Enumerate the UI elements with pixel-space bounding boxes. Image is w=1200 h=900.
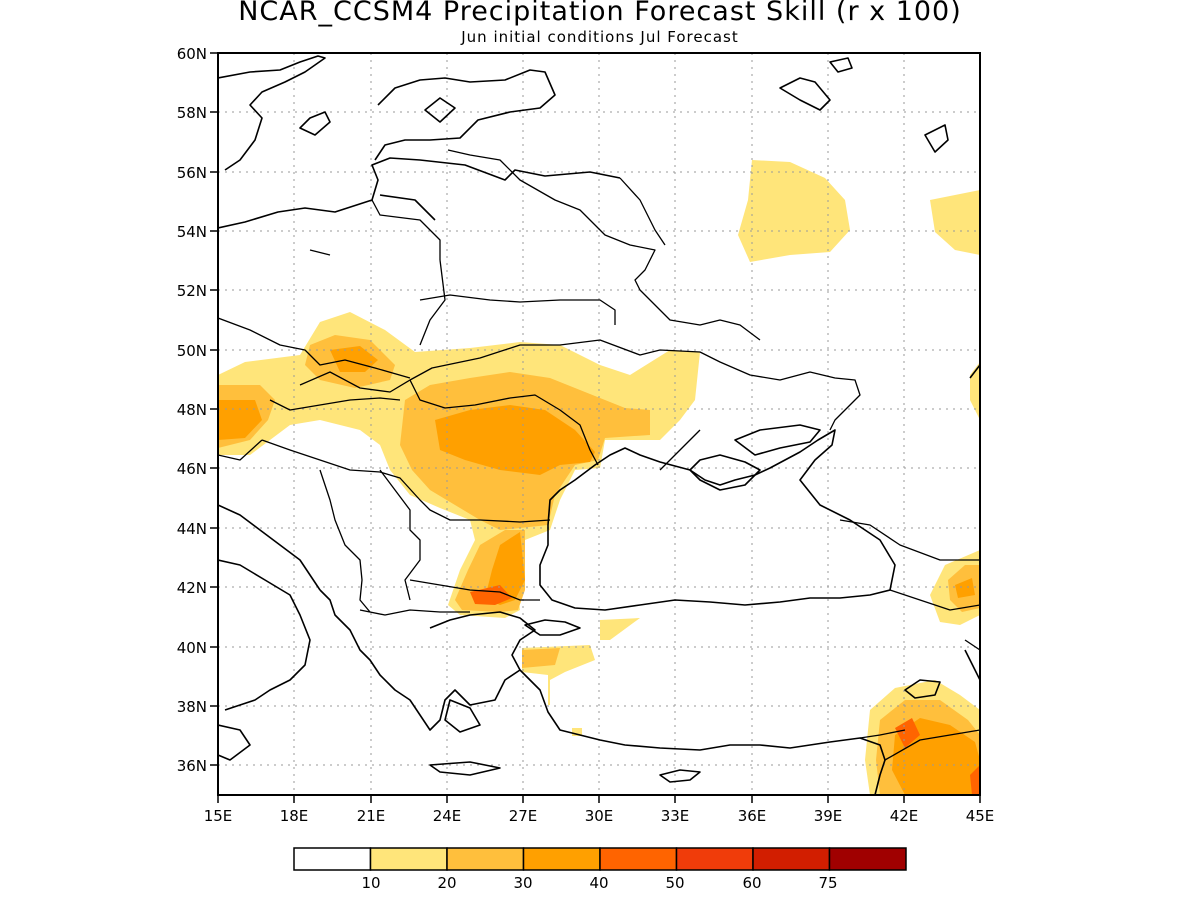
skill-region-caucasus-core	[955, 578, 975, 598]
lat-label: 48N	[177, 401, 207, 419]
lon-label: 21E	[357, 807, 386, 825]
lon-label: 39E	[814, 807, 843, 825]
colorbar-label: 60	[742, 874, 761, 892]
colorbar-box	[293, 847, 372, 871]
colorbar-labels: 10 20 30 40 50 60 75	[361, 874, 837, 892]
lat-label: 40N	[177, 639, 207, 657]
skill-region-e-edge-light	[970, 362, 980, 420]
lon-label: 45E	[966, 807, 995, 825]
lat-label: 60N	[177, 45, 207, 63]
lon-label: 27E	[509, 807, 538, 825]
lon-label: 24E	[433, 807, 462, 825]
colorbar	[293, 847, 907, 871]
skill-region-romania-mid	[218, 335, 650, 612]
colorbar-label: 30	[513, 874, 532, 892]
lon-label: 18E	[280, 807, 309, 825]
colorbar-label: 75	[818, 874, 837, 892]
lat-label: 44N	[177, 520, 207, 538]
lat-label: 58N	[177, 104, 207, 122]
axis-ticks	[210, 52, 981, 803]
skill-region-russia-light	[738, 160, 850, 262]
lon-label: 42E	[890, 807, 919, 825]
colorbar-box	[522, 847, 601, 871]
colorbar-label: 20	[437, 874, 456, 892]
lat-label: 54N	[177, 223, 207, 241]
lon-label: 33E	[661, 807, 690, 825]
country-borders	[218, 149, 980, 761]
lat-label: 56N	[177, 164, 207, 182]
chart-title: NCAR_CCSM4 Precipitation Forecast Skill …	[238, 0, 962, 27]
chart-subtitle: Jun initial conditions Jul Forecast	[461, 28, 739, 46]
skill-region-ne-light	[930, 190, 980, 255]
skill-region-aegean-light	[522, 618, 640, 736]
lat-label: 52N	[177, 282, 207, 300]
colorbar-label: 10	[361, 874, 380, 892]
lon-label: 15E	[204, 807, 233, 825]
colorbar-label: 50	[665, 874, 684, 892]
colorbar-box	[599, 847, 678, 871]
lat-label: 46N	[177, 460, 207, 478]
skill-region-aegean-mid	[522, 648, 560, 668]
lat-labels: 36N 38N 40N 42N 44N 46N 48N 50N 52N 54N …	[177, 45, 207, 775]
skill-region-se-peak	[895, 718, 980, 795]
colorbar-box	[446, 847, 525, 871]
colorbar-box	[369, 847, 448, 871]
colorbar-box	[675, 847, 754, 871]
lat-label: 50N	[177, 342, 207, 360]
skill-shading	[218, 160, 980, 795]
colorbar-box	[828, 847, 907, 871]
lat-label: 36N	[177, 757, 207, 775]
lon-label: 36E	[738, 807, 767, 825]
colorbar-label: 40	[589, 874, 608, 892]
colorbar-box	[752, 847, 831, 871]
lon-label: 30E	[585, 807, 614, 825]
skill-region-romania-peak	[470, 585, 512, 605]
lat-label: 42N	[177, 579, 207, 597]
map-grid	[218, 53, 980, 795]
lat-label: 38N	[177, 698, 207, 716]
lon-labels: 15E 18E 21E 24E 27E 30E 33E 36E 39E 42E …	[204, 807, 995, 825]
skill-region-romania-core	[218, 346, 595, 605]
coastlines	[218, 55, 980, 795]
